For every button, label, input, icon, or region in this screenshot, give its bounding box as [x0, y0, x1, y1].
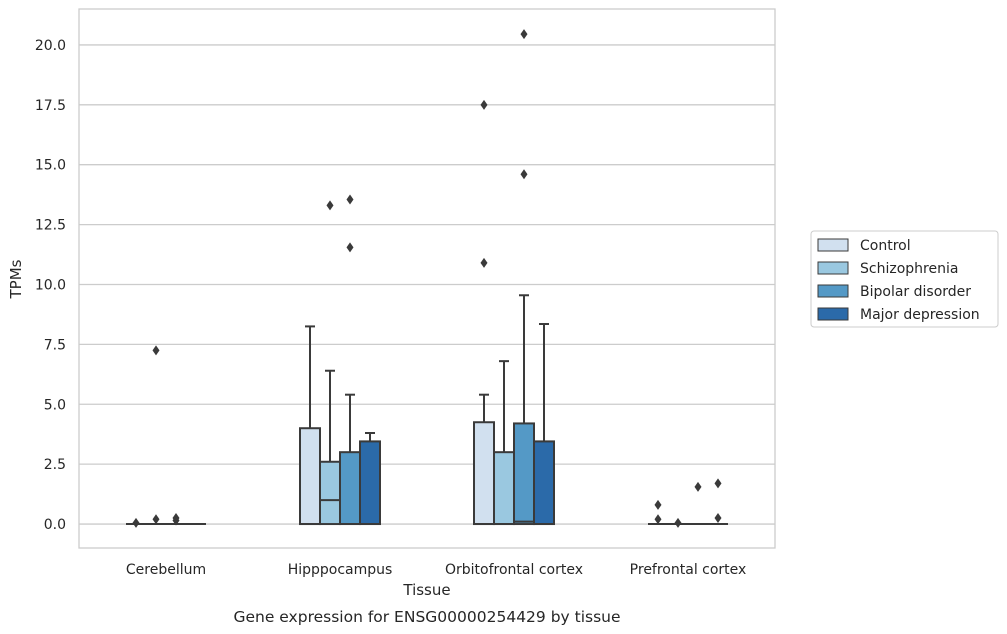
outlier-point [674, 517, 682, 528]
x-axis-ticks: Cerebellum Hipppocampus Orbitofrontal cort… [126, 562, 746, 578]
box-body [513, 422, 535, 526]
y-tick-label: 0.0 [44, 517, 66, 533]
outlier-point [520, 169, 528, 180]
y-tick-label: 12.5 [35, 218, 66, 234]
box-0 [126, 517, 146, 528]
box-1 [319, 200, 341, 526]
box-0 [299, 325, 321, 526]
outlier-point [346, 194, 354, 205]
y-axis-ticks: 0.0 2.5 5.0 7.5 10.0 12.5 15.0 17.5 20.0 [35, 38, 66, 533]
legend-label: Schizophrenia [860, 261, 958, 277]
plot-area [78, 8, 776, 549]
x-tick-label: Hipppocampus [288, 562, 393, 578]
legend-swatch [817, 307, 849, 321]
box-body [299, 427, 321, 526]
outlier-point [152, 345, 160, 356]
box-body [493, 451, 515, 526]
box-body [533, 440, 555, 526]
y-axis-title: TPMs [7, 259, 25, 299]
y-tick-label: 15.0 [35, 158, 66, 174]
x-axis-title: Tissue [402, 581, 450, 599]
box-body [359, 440, 381, 526]
y-tick-label: 20.0 [35, 38, 66, 54]
outlier-point [346, 242, 354, 253]
outlier-point [714, 478, 722, 489]
box-0 [648, 499, 668, 526]
y-tick-label: 17.5 [35, 98, 66, 114]
legend-swatch [817, 284, 849, 298]
outlier-point [480, 99, 488, 110]
legend-label: Bipolar disorder [860, 284, 971, 300]
legend-swatch [817, 261, 849, 275]
box-3 [359, 432, 381, 526]
y-tick-label: 7.5 [44, 337, 66, 353]
legend-swatch [817, 238, 849, 252]
outlier-point [172, 513, 180, 524]
y-tick-label: 10.0 [35, 277, 66, 293]
box-1 [146, 345, 166, 526]
legend-items: Control Schizophrenia Bipolar disorder Majo… [817, 238, 980, 323]
box-body [339, 451, 361, 526]
legend: Control Schizophrenia Bipolar disorder Majo… [810, 230, 999, 328]
outlier-point [326, 200, 334, 211]
box-body [473, 421, 495, 526]
outlier-point [152, 514, 160, 525]
figure-caption: Gene expression for ENSG00000254429 by t… [233, 608, 620, 626]
outlier-point [654, 514, 662, 525]
legend-label: Control [860, 238, 911, 254]
outlier-point [520, 29, 528, 40]
outlier-point [654, 499, 662, 510]
box-3 [708, 478, 728, 526]
y-tick-label: 5.0 [44, 397, 66, 413]
outlier-point [694, 481, 702, 492]
outlier-point [132, 517, 140, 528]
outlier-point [714, 513, 722, 524]
box-body [319, 460, 341, 526]
box-2 [166, 513, 186, 526]
x-tick-label: Orbitofrontal cortex [445, 562, 583, 578]
x-tick-label: Prefrontal cortex [630, 562, 747, 578]
box-1 [668, 517, 688, 528]
box-2 [688, 481, 708, 526]
outlier-point [480, 257, 488, 268]
y-tick-label: 2.5 [44, 457, 66, 473]
grid-lines [79, 44, 775, 525]
box-3 [533, 323, 555, 526]
box-layer [126, 29, 728, 528]
x-tick-label: Cerebellum [126, 562, 206, 578]
legend-frame [810, 230, 999, 328]
box-2 [513, 29, 535, 526]
legend-label: Major depression [860, 307, 980, 323]
